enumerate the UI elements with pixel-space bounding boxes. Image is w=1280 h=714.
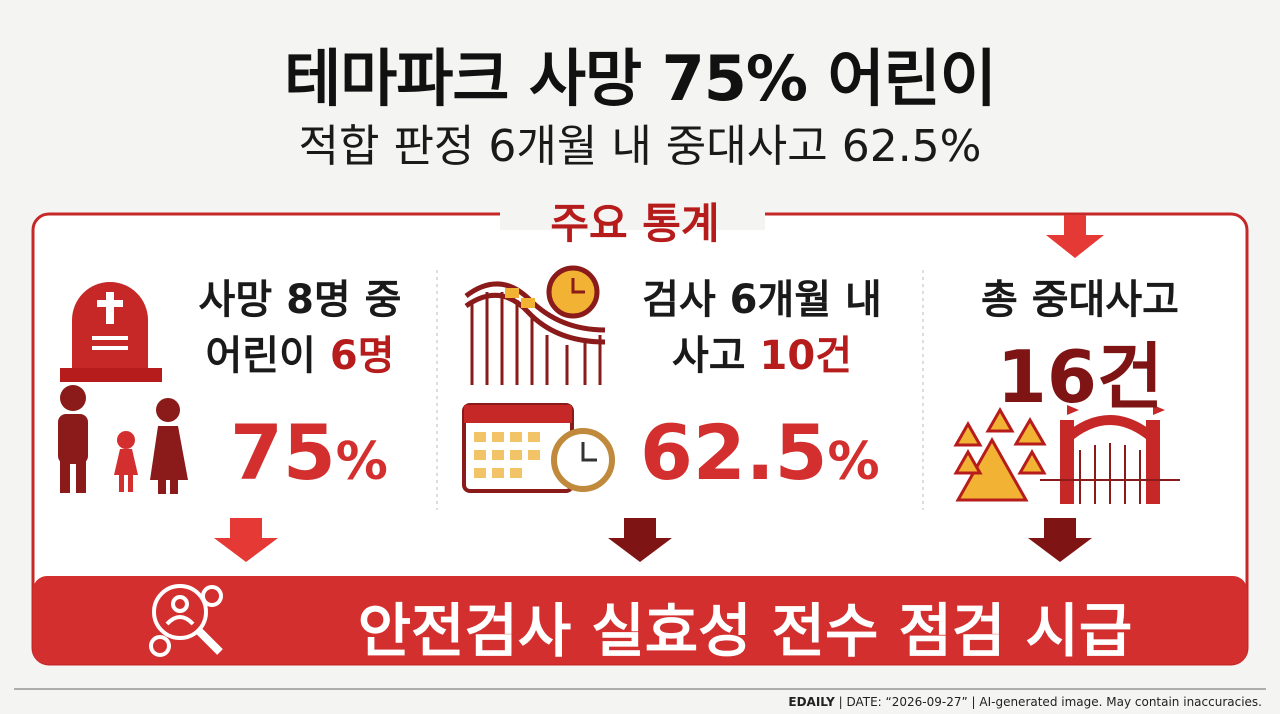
tombstone-icon [60,282,162,382]
warning-icons [953,406,1047,502]
label-gap [500,200,765,230]
stat: 16건 [996,335,1164,419]
arrow [1046,215,1104,258]
stat: 62.5% [640,408,880,497]
footer-source: EDAILY [788,695,835,709]
subtitle: 적합 판정 6개월 내 중대사고 62.5% [298,121,982,172]
heading-line: 사고 10건 [612,328,912,384]
stat: 75% [230,408,388,497]
banner-text: 안전검사 실효성 전수 점검 시급 [357,597,1133,665]
footer: EDAILY | DATE: “2026-09-27” | AI-generat… [788,695,1262,709]
heading-text: 사고 [671,333,746,379]
panel-heading: 사망 8명 중 어린이 6명 [170,272,430,384]
banner-bg [33,576,1247,664]
coaster-icon [464,265,606,385]
heading-line: 검사 6개월 내 [642,277,882,323]
heading-line: 사망 8명 중 [198,277,402,323]
stat-number: 62.5 [640,408,828,497]
calendar-icon [462,403,615,493]
stat-number: 75 [230,408,336,497]
stat-unit: % [335,432,388,492]
stat-unit: % [827,432,880,492]
panel-heading: 총 중대사고 [981,277,1179,323]
heading-line: 어린이 6명 [170,328,430,384]
panel-heading: 검사 6개월 내 사고 10건 [612,272,912,384]
heading-highlight: 10건 [759,333,852,379]
heading-text: 어린이 [205,333,316,379]
heading-highlight: 6명 [329,333,395,379]
family-icon [58,385,188,494]
title: 테마파크 사망 75% 어린이 [284,42,997,115]
footer-note: | DATE: “2026-09-27” | AI-generated imag… [838,695,1262,709]
section-label: 주요 통계 [550,199,720,248]
search-icon [149,584,223,657]
arrow [214,518,278,562]
arrow [1028,518,1092,562]
gate-icon [1040,405,1180,504]
arrow [608,518,672,562]
